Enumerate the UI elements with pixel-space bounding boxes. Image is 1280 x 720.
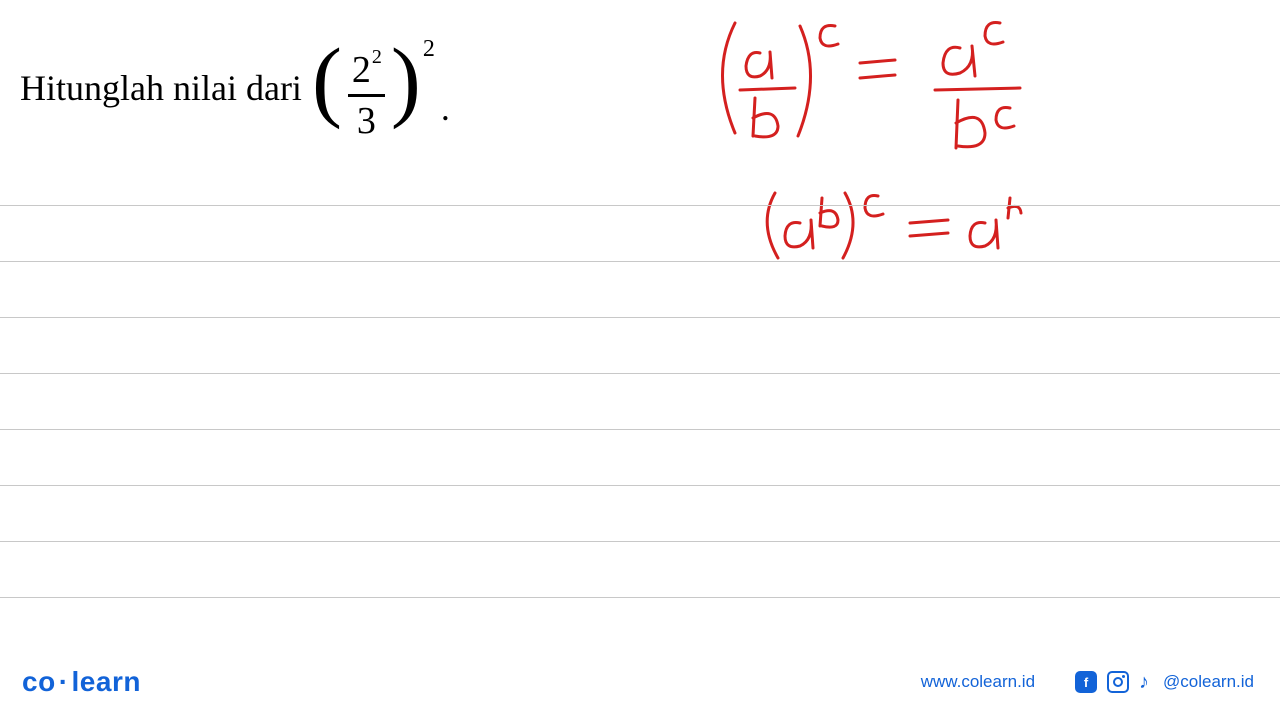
footer-url: www.colearn.id (921, 672, 1035, 692)
social-handle: @colearn.id (1163, 672, 1254, 692)
ruled-line (0, 205, 1280, 206)
math-expression: ( 2 2 3 ) 2 (312, 40, 433, 135)
instagram-icon (1107, 671, 1129, 693)
fraction: 2 2 3 (342, 48, 391, 143)
ruled-line (0, 597, 1280, 598)
problem-statement: Hitunglah nilai dari ( 2 2 3 ) 2 . (20, 40, 450, 135)
numerator: 2 2 (348, 48, 385, 92)
period: . (441, 87, 450, 129)
brand-logo: co·learn (22, 666, 141, 698)
logo-part1: co (22, 666, 56, 697)
right-paren: ) (391, 40, 421, 121)
ruled-lines (0, 205, 1280, 653)
problem-prefix: Hitunglah nilai dari (20, 67, 302, 109)
outer-exponent: 2 (423, 36, 435, 63)
logo-dot: · (59, 666, 69, 697)
ruled-line (0, 485, 1280, 486)
left-paren: ( (312, 40, 342, 121)
tiktok-icon: ♪ (1139, 671, 1149, 694)
footer: co·learn www.colearn.id f ♪ @colearn.id (0, 662, 1280, 702)
ruled-line (0, 541, 1280, 542)
logo-part2: learn (72, 666, 141, 697)
footer-right: www.colearn.id f ♪ @colearn.id (921, 671, 1254, 694)
ruled-line (0, 373, 1280, 374)
facebook-icon: f (1075, 671, 1097, 693)
ruled-line (0, 429, 1280, 430)
ruled-line (0, 317, 1280, 318)
denominator: 3 (357, 99, 376, 143)
fraction-bar (348, 94, 385, 97)
ruled-line (0, 261, 1280, 262)
